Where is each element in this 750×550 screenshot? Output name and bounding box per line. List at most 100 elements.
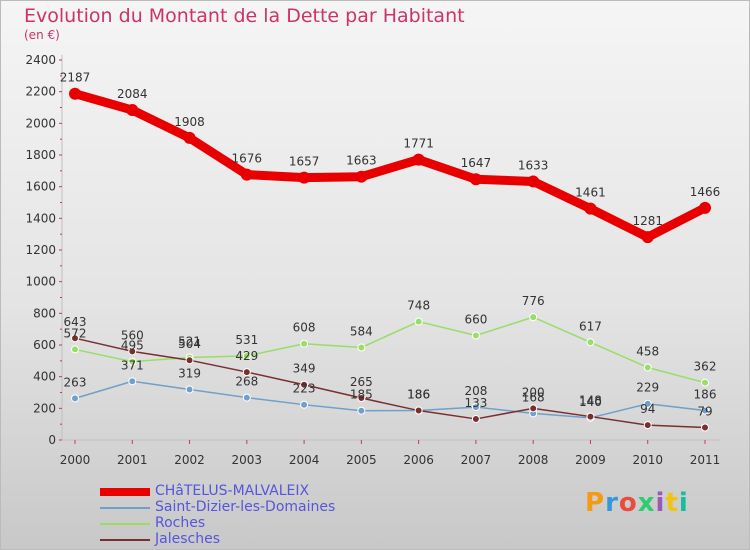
x-tick-label: 2001	[117, 453, 148, 467]
x-tick-label: 2010	[632, 453, 663, 467]
data-label-saint-dizier-les-domaines: 186	[407, 388, 430, 402]
series-line-roches	[74, 316, 706, 384]
data-label-saint-dizier-les-domaines: 371	[121, 358, 144, 372]
data-point-saint-dizier-les-domaines	[71, 394, 79, 403]
legend-label: Saint-Dizier-les-Domaines	[155, 499, 336, 515]
data-point-jalesches	[471, 414, 480, 423]
data-label-jalesches: 504	[178, 337, 201, 351]
data-label-jalesches: 560	[121, 328, 144, 342]
x-tick-label: 2003	[232, 453, 263, 467]
y-tick-label: 2400	[25, 53, 56, 67]
x-tick-label: 2007	[461, 453, 492, 467]
legend-swatch	[100, 488, 150, 496]
data-label-saint-dizier-les-domaines: 268	[235, 375, 258, 389]
data-point-ch-telus-malvaleix	[584, 202, 597, 215]
data-label-roches: 362	[694, 360, 717, 374]
data-point-ch-telus-malvaleix	[469, 173, 482, 186]
data-point-ch-telus-malvaleix	[699, 201, 711, 214]
data-label-roches: 584	[350, 325, 373, 339]
legend-label: Jalesches	[155, 531, 220, 547]
data-label-ch-telus-malvaleix: 2084	[117, 87, 148, 101]
x-tick-label: 2002	[174, 453, 205, 467]
data-label-ch-telus-malvaleix: 1466	[690, 185, 721, 199]
chart-subtitle: (en €)	[24, 28, 60, 42]
data-label-ch-telus-malvaleix: 1908	[174, 115, 205, 129]
data-point-jalesches	[357, 394, 366, 403]
data-point-ch-telus-malvaleix	[355, 170, 368, 183]
proxiti-logo: Proxiti	[585, 488, 689, 518]
data-label-jalesches: 349	[293, 362, 316, 376]
data-point-jalesches	[300, 380, 309, 389]
data-point-ch-telus-malvaleix	[183, 131, 196, 144]
data-point-roches	[128, 357, 137, 366]
data-point-ch-telus-malvaleix	[69, 87, 81, 100]
data-point-roches	[357, 343, 366, 352]
data-label-ch-telus-malvaleix: 1676	[232, 152, 263, 166]
y-tick-label: 600	[33, 338, 56, 352]
data-point-jalesches	[701, 423, 709, 432]
series-line-saint-dizier-les-domaines	[74, 380, 706, 419]
data-label-ch-telus-malvaleix: 2187	[60, 71, 91, 85]
data-point-ch-telus-malvaleix	[527, 175, 540, 188]
data-label-roches: 458	[636, 344, 659, 358]
data-point-saint-dizier-les-domaines	[357, 406, 366, 415]
data-point-saint-dizier-les-domaines	[471, 403, 480, 412]
chart-title: Evolution du Montant de la Dette par Hab…	[24, 5, 465, 27]
data-point-ch-telus-malvaleix	[412, 153, 425, 166]
data-point-roches	[643, 363, 652, 372]
data-label-saint-dizier-les-domaines: 186	[694, 388, 717, 402]
data-label-ch-telus-malvaleix: 1771	[403, 137, 434, 151]
data-label-ch-telus-malvaleix: 1647	[461, 156, 492, 170]
data-point-roches	[529, 313, 538, 322]
y-tick-label: 0	[48, 433, 56, 447]
data-label-jalesches: 429	[235, 349, 258, 363]
data-label-jalesches: 133	[464, 396, 487, 410]
x-tick-label: 2004	[289, 453, 320, 467]
legend-label: CHâTELUS-MALVALEIX	[155, 483, 310, 499]
data-label-roches: 660	[464, 313, 487, 327]
x-tick-label: 2005	[346, 453, 377, 467]
data-label-ch-telus-malvaleix: 1663	[346, 154, 377, 168]
x-tick-label: 2009	[575, 453, 606, 467]
y-tick-label: 800	[33, 306, 56, 320]
x-tick-label: 2006	[403, 453, 434, 467]
data-label-roches: 776	[522, 294, 545, 308]
data-label-roches: 572	[64, 326, 87, 340]
data-point-roches	[242, 351, 251, 360]
data-point-saint-dizier-les-domaines	[300, 400, 309, 409]
legend-swatch	[100, 539, 150, 541]
data-label-roches: 748	[407, 299, 430, 313]
data-label-saint-dizier-les-domaines: 140	[579, 395, 602, 409]
x-tick-label: 2008	[518, 453, 549, 467]
series-line-jalesches	[74, 337, 706, 429]
data-point-jalesches	[185, 356, 194, 365]
data-label-saint-dizier-les-domaines: 263	[64, 375, 87, 389]
data-label-saint-dizier-les-domaines: 229	[636, 381, 659, 395]
data-point-roches	[71, 345, 79, 354]
data-label-ch-telus-malvaleix: 1461	[575, 186, 606, 200]
legend-swatch	[100, 523, 150, 525]
y-tick-label: 2200	[25, 85, 56, 99]
data-point-ch-telus-malvaleix	[641, 231, 654, 244]
data-point-jalesches	[643, 421, 652, 430]
data-point-saint-dizier-les-domaines	[128, 377, 137, 386]
y-tick-label: 1800	[25, 148, 56, 162]
y-tick-label: 2000	[25, 116, 56, 130]
data-label-roches: 495	[121, 339, 144, 353]
data-point-ch-telus-malvaleix	[126, 104, 139, 117]
y-tick-label: 1000	[25, 275, 56, 289]
data-label-saint-dizier-les-domaines: 223	[293, 382, 316, 396]
data-point-jalesches	[128, 347, 137, 356]
legend-swatch	[100, 507, 150, 509]
legend-label: Roches	[155, 515, 206, 531]
data-point-saint-dizier-les-domaines	[643, 399, 652, 408]
data-label-roches: 531	[235, 333, 258, 347]
data-point-jalesches	[414, 406, 423, 415]
data-point-roches	[471, 331, 480, 340]
data-point-saint-dizier-les-domaines	[185, 385, 194, 394]
data-point-jalesches	[71, 334, 79, 343]
y-tick-label: 1600	[25, 180, 56, 194]
data-point-ch-telus-malvaleix	[298, 171, 311, 184]
